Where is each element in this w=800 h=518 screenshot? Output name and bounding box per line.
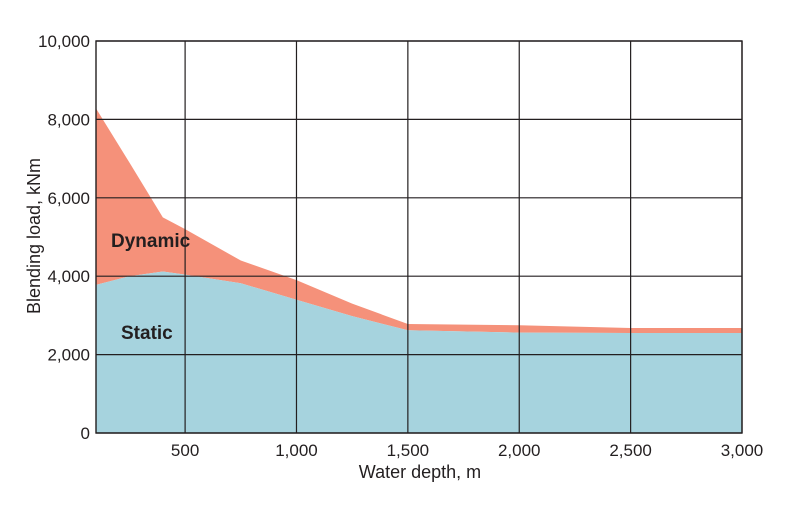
x-tick-label: 1,500	[387, 441, 430, 460]
dynamic-area	[96, 108, 742, 334]
y-tick-label: 8,000	[47, 110, 90, 129]
x-tick-label: 2,000	[498, 441, 541, 460]
x-tick-label: 2,500	[609, 441, 652, 460]
y-tick-label: 0	[81, 424, 90, 443]
y-tick-label: 2,000	[47, 346, 90, 365]
y-tick-label: 6,000	[47, 189, 90, 208]
x-tick-label: 3,000	[721, 441, 764, 460]
y-axis-title: Blending load, kNm	[24, 158, 44, 314]
x-tick-label: 500	[171, 441, 199, 460]
y-tick-label: 10,000	[38, 32, 90, 51]
tick-labels-layer: 0 2,000 4,000 6,000 8,000 10,000 500 1,000 1,500…	[38, 32, 763, 460]
areas-layer	[96, 108, 742, 433]
y-tick-label: 4,000	[47, 267, 90, 286]
grid-layer	[95, 40, 743, 434]
dynamic-area-label: Dynamic	[111, 231, 191, 252]
static-area-label: Static	[121, 323, 173, 344]
static-area	[96, 271, 742, 433]
plot-frame	[95, 40, 743, 434]
x-axis-title: Water depth, m	[359, 462, 481, 482]
x-tick-label: 1,000	[275, 441, 318, 460]
